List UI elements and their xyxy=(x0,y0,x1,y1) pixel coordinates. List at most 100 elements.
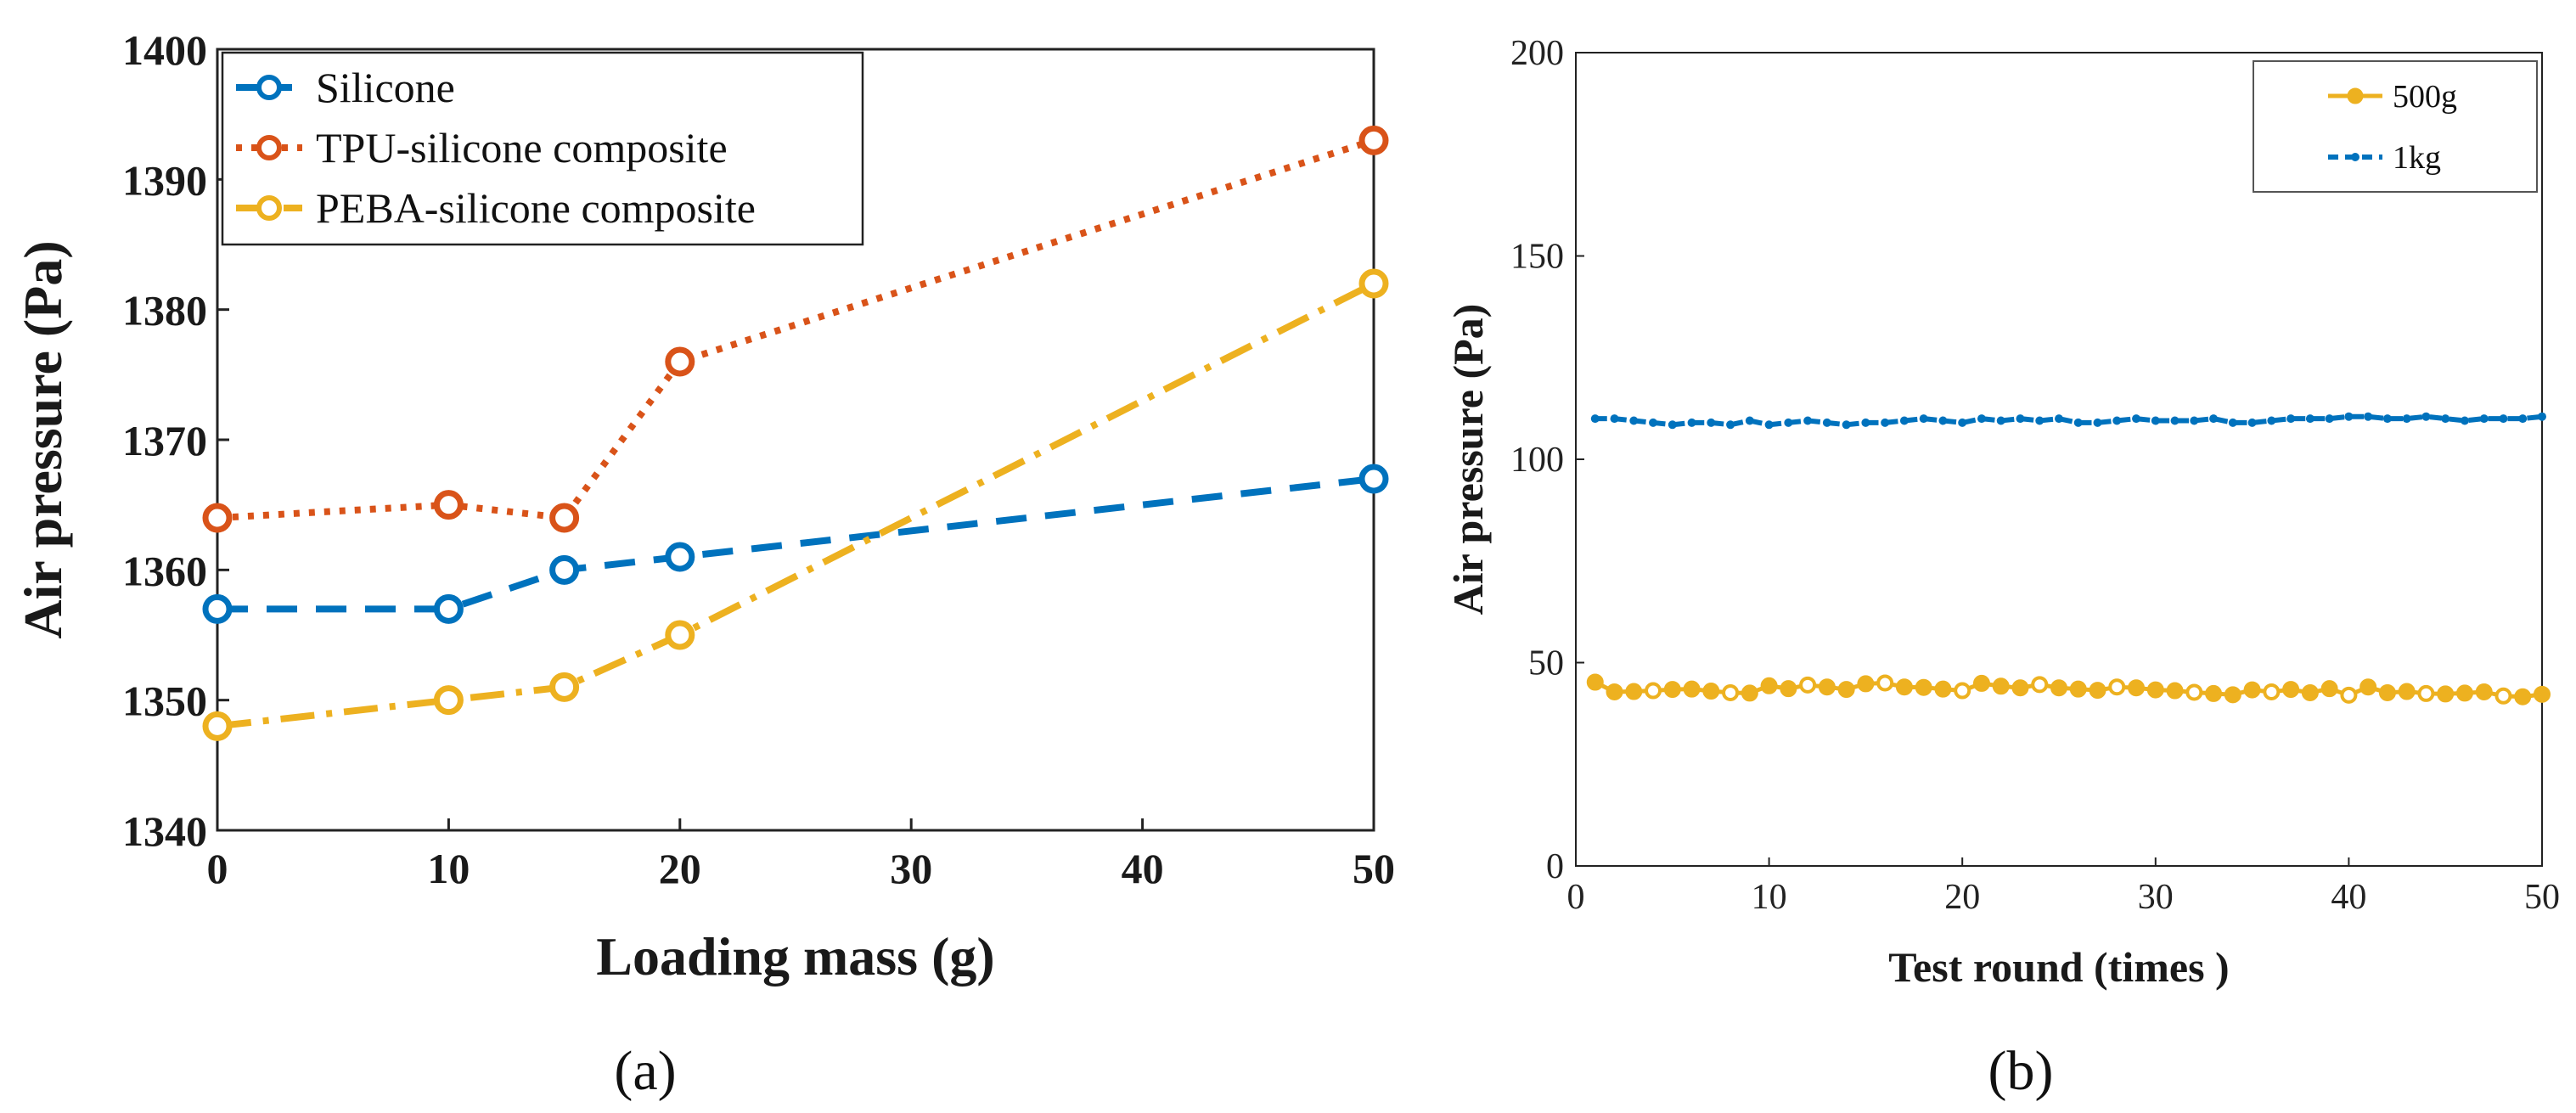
chart-a-legend-label: Silicone xyxy=(316,64,455,111)
chart-b-point xyxy=(2170,416,2179,425)
chart-b-point xyxy=(2073,418,2083,427)
chart-b-ticks: 0 10 20 30 40 50 0 50 100 150 200 xyxy=(1510,34,2560,917)
chart-b-point xyxy=(2209,414,2219,424)
chart-b-point xyxy=(1842,420,1851,430)
chart-b-point xyxy=(2112,416,2122,425)
chart-a-series-line xyxy=(217,137,1375,522)
chart-b-point xyxy=(2325,414,2334,424)
chart-b-point xyxy=(1784,418,1793,427)
chart-b-point xyxy=(2499,414,2508,424)
chart-b-legend-label: 1kg xyxy=(2393,140,2441,176)
chart-b-point xyxy=(2146,681,2164,699)
chart-b-point xyxy=(2538,412,2546,421)
chart-b-point xyxy=(1726,420,1735,430)
chart-a-xtick-label: 20 xyxy=(659,845,701,892)
chart-a-legend-marker xyxy=(256,135,282,160)
chart-a-point xyxy=(665,542,695,572)
chart-a-ytick-label: 1390 xyxy=(122,156,207,204)
chart-a-ytick-label: 1350 xyxy=(122,677,207,725)
chart-b-point xyxy=(2228,418,2237,427)
chart-b-xlabel: Test round (times ) xyxy=(1888,943,2229,991)
chart-b-point xyxy=(2011,679,2029,697)
chart-b-point xyxy=(2518,414,2528,424)
chart-b-point xyxy=(1915,678,1932,696)
chart-b-point xyxy=(1722,683,1740,701)
chart-b-point xyxy=(1972,674,1990,692)
chart-b-point xyxy=(2301,683,2319,701)
chart-b-legend-marker xyxy=(2351,153,2359,161)
chart-b-point xyxy=(2282,681,2300,699)
chart-b-point xyxy=(2494,687,2512,705)
chart-a-point xyxy=(1358,268,1389,299)
chart-b-point xyxy=(1857,675,1875,693)
chart-b-legend-box xyxy=(2253,60,2538,193)
chart-b-point xyxy=(1938,416,1948,425)
chart-b-point xyxy=(1996,416,2005,425)
chart-b-point xyxy=(2286,414,2296,424)
chart-b-point xyxy=(2128,679,2146,697)
chart-a-legend-box xyxy=(221,51,864,246)
chart-b-point xyxy=(2421,412,2431,421)
chart-b-point xyxy=(2479,414,2489,424)
chart-a-point xyxy=(1358,125,1389,155)
chart-b-point xyxy=(1958,418,1967,427)
chart-a-xtick-label: 30 xyxy=(890,845,932,892)
chart-b-point xyxy=(2031,676,2049,694)
chart-a-ytick-label: 1370 xyxy=(122,417,207,464)
chart-b-point xyxy=(2340,686,2358,704)
chart-b-point xyxy=(1625,683,1643,700)
chart-b-point xyxy=(2437,685,2455,703)
chart-b-xtick-label: 0 xyxy=(1567,878,1585,917)
chart-a-xtick-label: 10 xyxy=(427,845,470,892)
chart-a-ticks: 0 10 20 30 40 50 1340 1350 1360 1370 1380 1390 1400 xyxy=(122,26,1395,892)
chart-b-point xyxy=(1745,416,1754,425)
chart-a-xtick-label: 0 xyxy=(207,845,228,892)
chart-b-point xyxy=(2514,688,2532,705)
chart-b-ylabel: Air pressure (Pa) xyxy=(1444,304,1492,616)
chart-b-point xyxy=(2441,414,2450,424)
chart-b-point xyxy=(1645,682,1662,700)
chart-b-point xyxy=(2398,683,2416,700)
chart-a-xlabel: Loading mass (g) xyxy=(596,926,994,987)
chart-a: 0 10 20 30 40 501340135013601370138013901400 … xyxy=(13,26,1395,1102)
chart-b-point xyxy=(1861,418,1870,427)
chart-b-xtick-label: 50 xyxy=(2524,878,2560,917)
chart-b-point xyxy=(1760,677,1778,694)
chart-a-legend: Silicone TPU-silicone composite PEBA-silic… xyxy=(221,51,864,246)
chart-b-point xyxy=(1707,418,1716,427)
chart-b-point xyxy=(2417,684,2435,702)
chart-b-xtick-label: 10 xyxy=(1752,878,1787,917)
chart-b-point xyxy=(1741,684,1758,702)
chart-b-point xyxy=(1934,680,1952,698)
chart-b-legend-label: 500g xyxy=(2393,79,2457,115)
chart-b-point xyxy=(1954,682,1971,700)
chart-b-point xyxy=(2166,682,2184,700)
chart-a-point xyxy=(433,593,464,624)
chart-b-point xyxy=(2305,414,2314,424)
chart-b-point xyxy=(1764,420,1774,430)
chart-b-point xyxy=(2402,414,2411,424)
chart-a-point xyxy=(202,593,233,624)
chart-b-point xyxy=(2263,683,2281,700)
chart-b-point xyxy=(1881,418,1890,427)
chart-a-ytick-label: 1340 xyxy=(122,807,207,855)
chart-b-point xyxy=(1610,414,1619,424)
chart-a-point xyxy=(202,503,233,533)
chart-b-point xyxy=(1687,418,1696,427)
chart-b-point xyxy=(1629,416,1639,425)
chart-b-point xyxy=(2534,685,2551,703)
chart-b-legend-marker xyxy=(2347,87,2364,104)
chart-b-point xyxy=(2185,683,2203,701)
chart-b: 0 10 20 30 40 50 0 50 100 150 200 Test round (time… xyxy=(1444,34,2560,1102)
chart-a-point xyxy=(665,620,695,650)
chart-b-ytick-label: 150 xyxy=(1510,238,1564,277)
chart-b-point xyxy=(2247,418,2257,427)
chart-b-point xyxy=(1803,416,1813,425)
chart-a-point xyxy=(665,346,695,377)
chart-a-legend-marker xyxy=(256,75,282,100)
chart-b-point xyxy=(2475,683,2493,700)
chart-b-xtick-label: 20 xyxy=(1944,878,1980,917)
chart-a-point xyxy=(433,685,464,716)
chart-b-point xyxy=(1977,414,1986,424)
